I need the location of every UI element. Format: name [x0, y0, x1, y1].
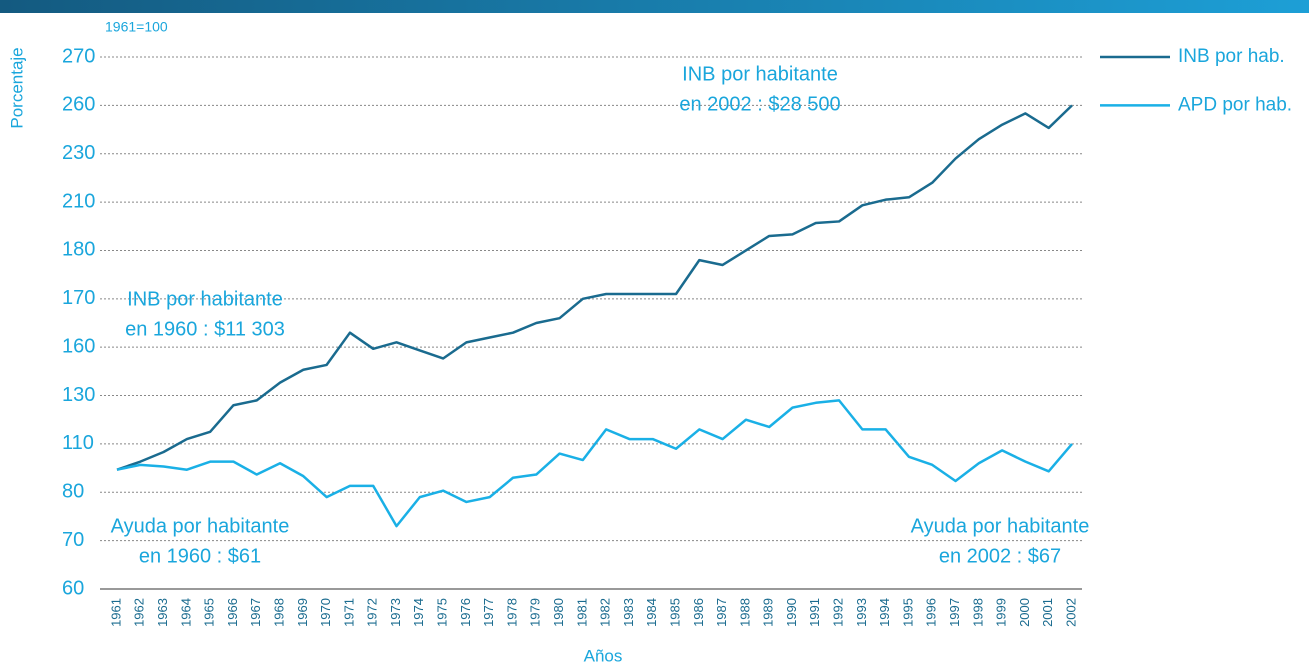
x-tick-label: 1990: [784, 598, 799, 627]
y-tick-label: 270: [62, 45, 95, 67]
annotation: Ayuda por habitante: [111, 515, 290, 537]
x-tick-label: 1964: [178, 598, 193, 627]
x-tick-label: 1965: [202, 598, 217, 627]
x-tick-label: 1996: [924, 598, 939, 627]
x-tick-label: 1982: [598, 598, 613, 627]
x-tick-label: 1978: [504, 598, 519, 627]
legend-label: APD por hab.: [1178, 94, 1292, 115]
y-axis-label: Porcentaje: [7, 47, 26, 128]
y-tick-label: 110: [62, 432, 94, 454]
x-tick-label: 1999: [994, 598, 1009, 627]
annotation: en 2002 : $28 500: [679, 93, 840, 115]
x-tick-label: 1963: [155, 598, 170, 627]
x-axis-label: Años: [584, 646, 623, 665]
x-tick-label: 1969: [295, 598, 310, 627]
x-tick-label: 1977: [481, 598, 496, 627]
x-tick-label: 1974: [411, 598, 426, 627]
x-tick-label: 1994: [877, 598, 892, 627]
x-tick-label: 1995: [900, 598, 915, 627]
x-tick-label: 1968: [271, 598, 286, 627]
x-tick-label: 2000: [1017, 598, 1032, 627]
y-tick-label: 160: [62, 335, 95, 357]
x-tick-label: 1973: [388, 598, 403, 627]
annotation: en 1960 : $61: [139, 545, 261, 567]
x-tick-label: 1967: [248, 598, 263, 627]
line: [116, 399, 1073, 528]
y-tick-label: 180: [62, 239, 95, 261]
x-tick-label: 1998: [970, 598, 985, 627]
annotation: en 2002 : $67: [939, 545, 1061, 567]
x-tick-label: 1962: [132, 598, 147, 627]
x-tick-label: 1986: [691, 598, 706, 627]
x-tick-label: 1980: [551, 598, 566, 627]
x-tick-label: 1987: [714, 598, 729, 627]
y-tick-label: 80: [62, 481, 84, 503]
x-tick-label: 1985: [667, 598, 682, 627]
x-tick-label: 1983: [621, 598, 636, 627]
x-tick-label: 1997: [947, 598, 962, 627]
annotation: Ayuda por habitante: [911, 515, 1090, 537]
y-tick-label: 170: [62, 287, 95, 309]
line: [116, 104, 1073, 471]
annotation: INB por habitante: [127, 288, 283, 310]
y-tick-label: 130: [62, 384, 95, 406]
subtitle: 1961=100: [105, 19, 168, 35]
x-tick-label: 1976: [458, 598, 473, 627]
x-tick-label: 1966: [225, 598, 240, 627]
annotation: en 1960 : $11 303: [125, 318, 285, 340]
x-tick-label: 2001: [1040, 598, 1055, 627]
y-tick-label: 60: [62, 577, 84, 599]
x-tick-label: 2002: [1063, 598, 1078, 627]
x-tick-label: 1971: [341, 598, 356, 627]
x-tick-label: 1989: [761, 598, 776, 627]
x-tick-label: 1961: [108, 598, 123, 627]
legend-label: INB por hab.: [1178, 46, 1285, 67]
y-tick-label: 260: [62, 94, 95, 116]
y-tick-label: 210: [62, 190, 95, 212]
y-tick-label: 230: [62, 142, 95, 164]
x-tick-label: 1970: [318, 598, 333, 627]
x-tick-label: 1993: [854, 598, 869, 627]
x-tick-label: 1975: [435, 598, 450, 627]
x-tick-label: 1981: [574, 598, 589, 627]
x-tick-label: 1992: [831, 598, 846, 627]
annotation: INB por habitante: [682, 63, 838, 85]
y-tick-label: 70: [62, 529, 84, 551]
x-tick-label: 1991: [807, 598, 822, 627]
x-tick-label: 1979: [528, 598, 543, 627]
x-tick-label: 1984: [644, 598, 659, 627]
header-bar: [0, 0, 1309, 13]
x-tick-label: 1988: [737, 598, 752, 627]
x-tick-label: 1972: [365, 598, 380, 627]
